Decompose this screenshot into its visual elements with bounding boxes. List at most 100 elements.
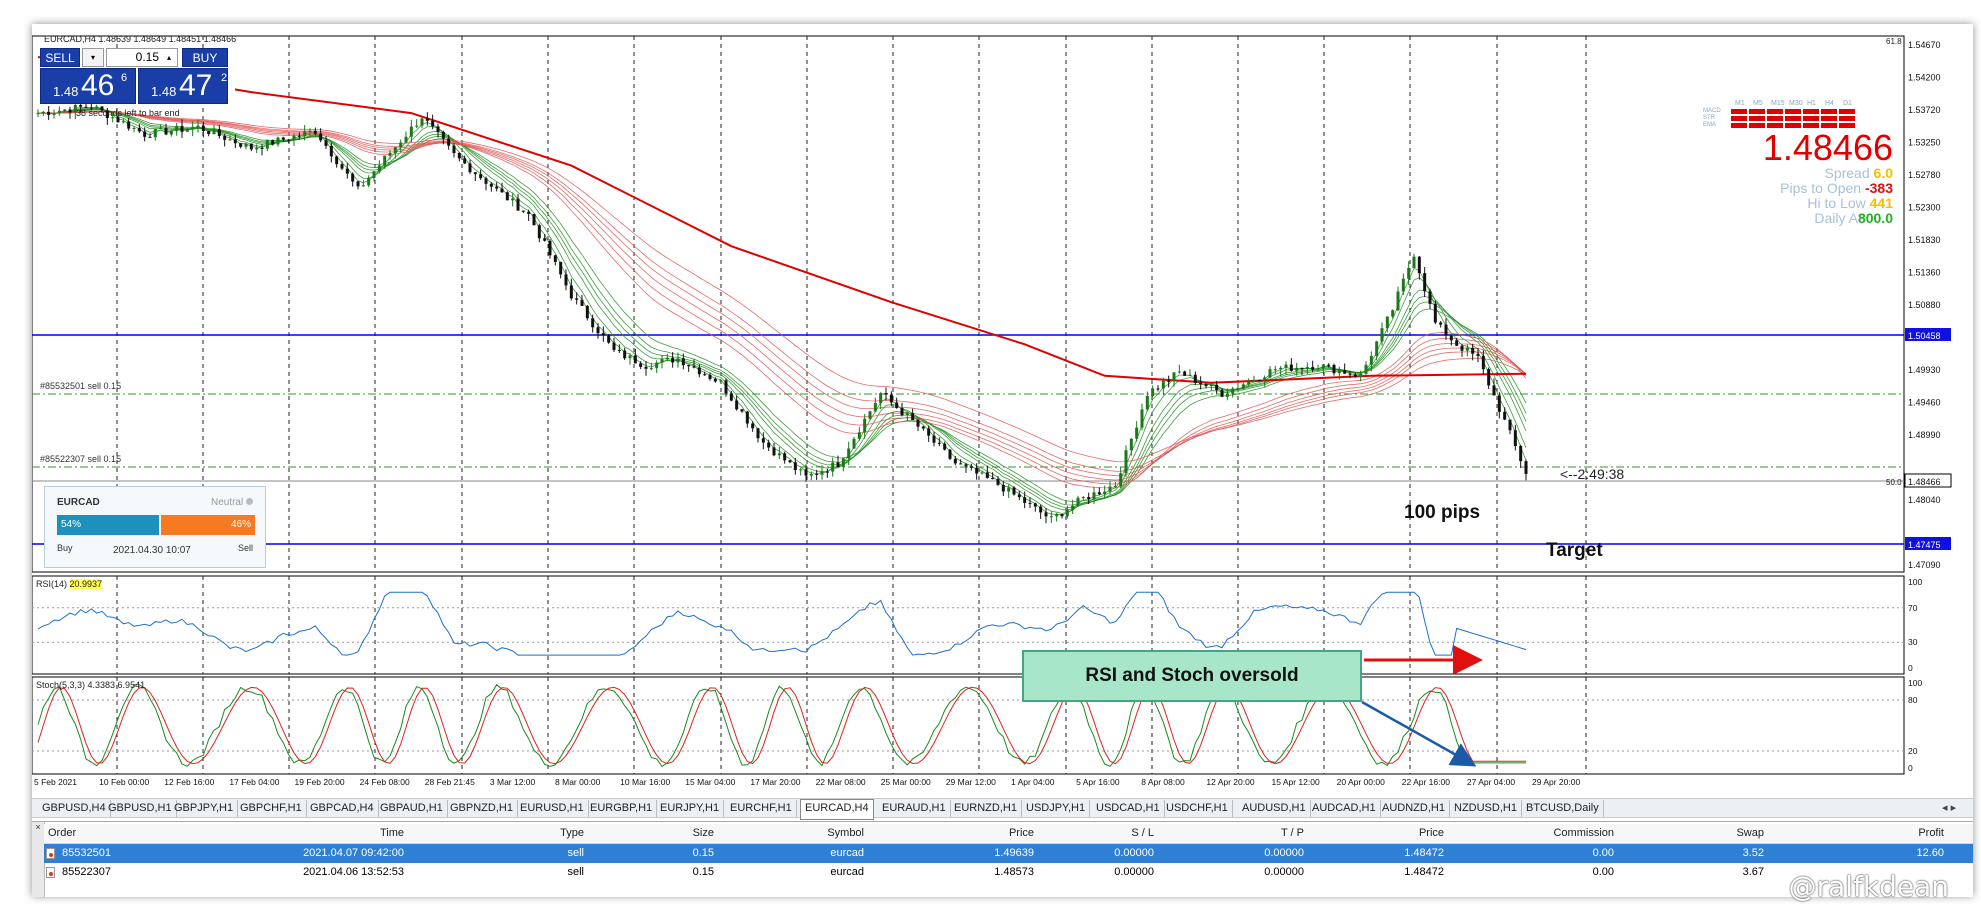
tab-scroll-icon[interactable]: ◂ ▸: [1942, 802, 1957, 814]
candle-body: [159, 128, 163, 130]
chart-tab[interactable]: AUDCAD,H1: [1308, 800, 1381, 817]
candle-body: [767, 442, 771, 448]
column-header[interactable]: Size: [692, 827, 714, 839]
chart-tab[interactable]: GBPCHF,H1: [236, 800, 307, 817]
chart-tab[interactable]: USDCHF,H1: [1162, 800, 1233, 817]
chart-tab[interactable]: GBPJPY,H1: [170, 800, 239, 817]
sell-order-icon: [46, 848, 55, 859]
candle-body: [1380, 328, 1384, 342]
candle-body: [905, 413, 909, 416]
pips-to-open-row: Pips to Open -383: [1780, 180, 1893, 196]
chart-tab[interactable]: EURJPY,H1: [656, 800, 725, 817]
chart-tab[interactable]: EURNZD,H1: [950, 800, 1022, 817]
column-header[interactable]: Type: [560, 827, 584, 839]
candle-body: [585, 305, 589, 319]
candle-body: [607, 335, 611, 343]
order-label-2: #85522307 sell 0.15: [40, 454, 122, 464]
candle-body: [313, 130, 317, 134]
candle-body: [367, 178, 371, 186]
time-axis-label: 17 Mar 20:00: [750, 777, 800, 787]
chart-tab[interactable]: GBPNZD,H1: [446, 800, 518, 817]
chart-tab[interactable]: AUDNZD,H1: [1378, 800, 1450, 817]
chart-tab[interactable]: EURCAD,H4: [800, 799, 874, 820]
chart-tab[interactable]: GBPUSD,H4: [38, 800, 111, 817]
candle-body: [911, 413, 915, 420]
column-header[interactable]: Swap: [1736, 827, 1764, 839]
chart-tab[interactable]: EURCHF,H1: [726, 800, 797, 817]
candle-body: [1337, 370, 1341, 374]
one-click-trading-panel: SELL ▾ 0.15 ▴ BUY 1.48 46 6 1.48 47 2: [40, 48, 235, 104]
candle-body: [1145, 395, 1149, 410]
bid-price-button[interactable]: 1.48 46 6: [40, 68, 136, 104]
candle-body: [580, 299, 584, 306]
candle-body: [1513, 430, 1517, 447]
sell-button[interactable]: SELL: [40, 48, 80, 67]
stoch-main-line: [37, 683, 1526, 767]
column-header[interactable]: T / P: [1280, 827, 1304, 839]
chart-tab[interactable]: BTCUSD,Daily: [1522, 800, 1604, 817]
price-axis-label: 1.48040: [1908, 495, 1941, 505]
candle-body: [713, 378, 717, 382]
price-axis-label: 1.50880: [1908, 300, 1941, 310]
candle-body: [425, 118, 429, 121]
lot-dropdown-icon[interactable]: ▾: [82, 48, 104, 67]
price-axis-label: 1.54670: [1908, 40, 1941, 50]
candle-body: [601, 333, 605, 336]
column-header[interactable]: Commission: [1553, 827, 1614, 839]
bar-countdown-text: 38 seconds left to bar end: [76, 108, 180, 118]
column-header[interactable]: Price: [1008, 827, 1034, 839]
lot-size-input[interactable]: 0.15: [106, 48, 178, 67]
column-header[interactable]: S / L: [1131, 827, 1154, 839]
column-header[interactable]: Order: [48, 827, 77, 839]
price-tag: [1905, 537, 1951, 550]
chart-canvas[interactable]: 100 70 30 0 100 80 20 0 1.54670 1.54200 1.53720 1.…: [32, 24, 1973, 798]
chart-tab[interactable]: GBPAUD,H1: [376, 800, 448, 817]
chart-tab[interactable]: EURUSD,H1: [516, 800, 589, 817]
chart-tab[interactable]: EURAUD,H1: [878, 800, 951, 817]
order-label-1: #85532501 sell 0.15: [40, 381, 122, 391]
chart-tab[interactable]: NZDUSD,H1: [1450, 800, 1522, 817]
candle-body: [788, 460, 792, 463]
order-row[interactable]: 85522307 2021.04.06 13:52:53 sell 0.15 eurca…: [44, 863, 1973, 882]
chart-tab[interactable]: GBPUSD,H1: [104, 800, 177, 817]
candle-body: [1215, 384, 1219, 391]
price-axis-label: 1.51830: [1908, 235, 1941, 245]
time-axis-label: 3 Mar 12:00: [490, 777, 536, 787]
candle-body: [1001, 484, 1005, 492]
column-header[interactable]: Price: [1418, 827, 1444, 839]
candle-body: [703, 374, 707, 376]
sentiment-date: 2021.04.30 10:07: [113, 545, 191, 556]
chart-tab[interactable]: USDJPY,H1: [1022, 800, 1091, 817]
candle-body: [1343, 370, 1347, 374]
candle-body: [1135, 427, 1139, 439]
buy-button[interactable]: BUY: [182, 48, 228, 67]
column-header[interactable]: Profit: [1918, 827, 1944, 839]
candle-body: [751, 423, 755, 429]
order-row[interactable]: 85532501 2021.04.07 09:42:00 sell 0.15 eurca…: [44, 844, 1973, 863]
candle-body: [964, 464, 968, 467]
price-axis-label: 1.47090: [1908, 560, 1941, 570]
candle-body: [655, 362, 659, 369]
column-header[interactable]: Time: [379, 827, 404, 839]
chart-tab[interactable]: USDCAD,H1: [1092, 800, 1165, 817]
time-axis-label: 22 Apr 16:00: [1402, 777, 1450, 787]
candle-body: [969, 466, 973, 468]
chart-tab[interactable]: AUDUSD,H1: [1238, 800, 1311, 817]
candle-body: [1007, 487, 1011, 492]
ask-price-button[interactable]: 1.48 47 2: [138, 68, 228, 104]
order-cell: 0.00000: [1114, 847, 1154, 859]
chart-tab[interactable]: EURGBP,H1: [586, 800, 658, 817]
stoch-axis-label: 20: [1908, 746, 1918, 756]
candle-body: [319, 133, 323, 141]
candle-body: [927, 428, 931, 436]
column-header[interactable]: Symbol: [827, 827, 864, 839]
candle-body: [1119, 473, 1123, 486]
signal-cell: [1821, 116, 1837, 121]
chart-tab[interactable]: GBPCAD,H4: [306, 800, 379, 817]
order-cell: sell: [567, 847, 584, 859]
candle-body: [1487, 369, 1491, 386]
candle-body: [383, 155, 387, 166]
candle-body: [73, 104, 77, 113]
lot-stepper-icon[interactable]: ▴: [166, 53, 171, 62]
ask-big: 47: [179, 69, 213, 102]
